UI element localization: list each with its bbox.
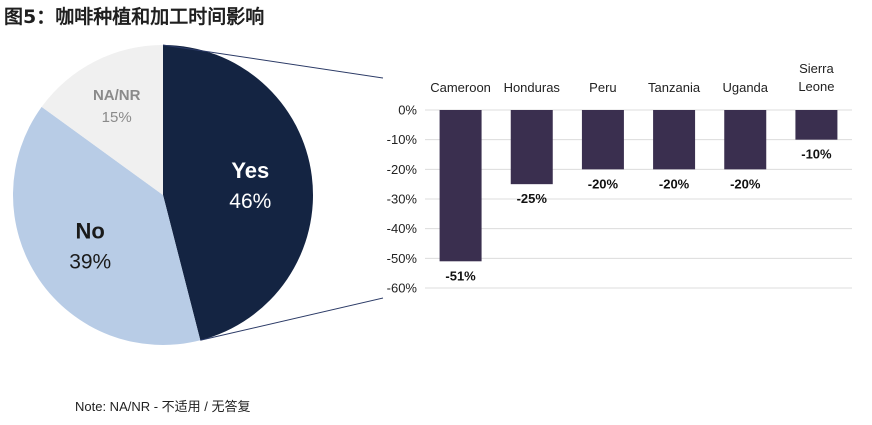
connector-line-bottom bbox=[200, 297, 384, 341]
bar-chart: 0% -10% -20% -30% -40% -50% -60% Cameroon -51% Ho… bbox=[387, 61, 852, 296]
category-label: Uganda bbox=[722, 80, 768, 95]
pie-label-na-nr-name: NA/NR bbox=[93, 87, 141, 104]
data-label: -10% bbox=[801, 147, 832, 162]
pie-chart: Yes 46% No 39% NA/NR 15% bbox=[12, 45, 314, 345]
category-label: Sierra bbox=[799, 61, 834, 76]
pie-slice-na-nr bbox=[41, 45, 164, 195]
y-tick-label: -50% bbox=[387, 251, 418, 266]
pie-slice-no bbox=[12, 106, 201, 345]
pie-slice-yes bbox=[163, 45, 314, 341]
pie-label-yes-value: 46% bbox=[229, 190, 271, 213]
connector-line-top bbox=[162, 44, 384, 79]
category-label: Leone bbox=[798, 79, 834, 94]
pie-label-na-nr-value: 15% bbox=[102, 109, 132, 126]
y-tick-label: 0% bbox=[398, 103, 417, 118]
y-tick-label: -20% bbox=[387, 162, 418, 177]
bar bbox=[581, 110, 624, 170]
data-label: -20% bbox=[659, 176, 690, 191]
pie-label-yes-name: Yes bbox=[231, 158, 269, 183]
bar bbox=[724, 110, 767, 170]
footnote: Note: NA/NR - 不适用 / 无答复 bbox=[75, 399, 251, 414]
bar bbox=[653, 110, 696, 170]
data-label: -25% bbox=[517, 191, 548, 206]
category-label: Cameroon bbox=[430, 80, 491, 95]
figure-title: 图5：咖啡种植和加工时间影响 bbox=[4, 6, 265, 28]
category-label: Honduras bbox=[504, 80, 561, 95]
y-tick-label: -60% bbox=[387, 281, 418, 296]
category-label: Tanzania bbox=[648, 80, 701, 95]
bar bbox=[439, 110, 482, 262]
category-label: Peru bbox=[589, 80, 616, 95]
pie-label-no-value: 39% bbox=[69, 250, 111, 273]
y-tick-label: -10% bbox=[387, 132, 418, 147]
bar bbox=[795, 110, 838, 140]
data-label: -51% bbox=[445, 268, 476, 283]
bar bbox=[510, 110, 553, 185]
y-tick-label: -30% bbox=[387, 192, 418, 207]
pie-to-bar-connector bbox=[162, 44, 384, 341]
data-label: -20% bbox=[588, 176, 619, 191]
pie-label-no-name: No bbox=[76, 218, 105, 243]
data-label: -20% bbox=[730, 176, 761, 191]
y-tick-label: -40% bbox=[387, 221, 418, 236]
